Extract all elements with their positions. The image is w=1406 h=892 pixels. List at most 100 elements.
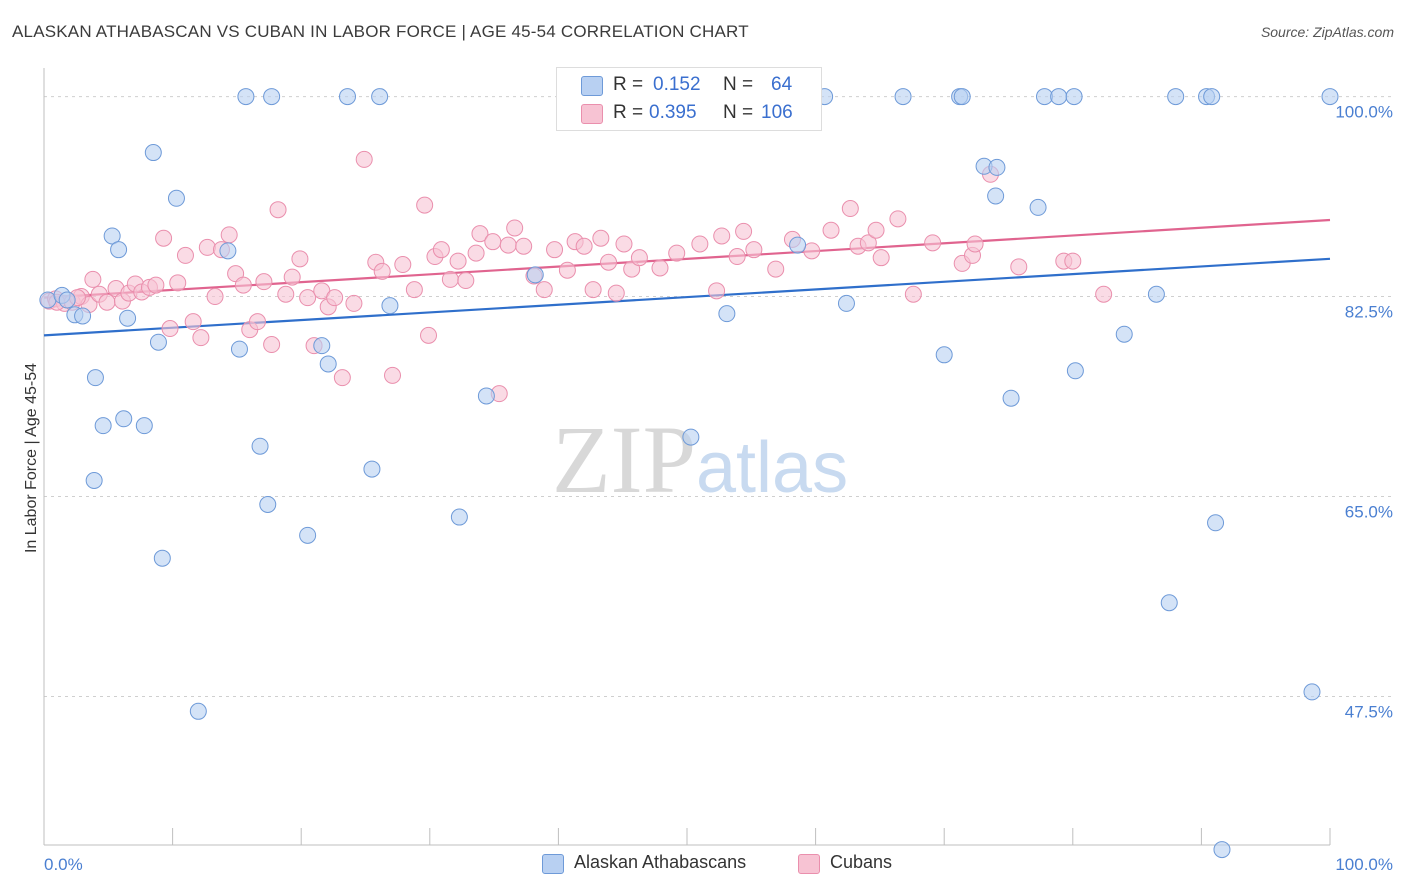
cubans-point bbox=[484, 233, 502, 251]
alaskan-athabascans-point bbox=[718, 305, 736, 323]
cubans-point bbox=[630, 249, 648, 267]
cubans-point bbox=[467, 244, 485, 262]
cubans-points bbox=[40, 150, 1113, 403]
axes bbox=[43, 68, 1330, 846]
cubans-point bbox=[277, 285, 295, 303]
cubans-point bbox=[499, 236, 517, 254]
alaskan-athabascans-point bbox=[987, 187, 1005, 205]
alaskan-athabascans-point bbox=[1147, 285, 1165, 303]
alaskan-athabascans-point bbox=[1207, 514, 1225, 532]
cubans-point bbox=[735, 222, 753, 240]
cubans-point bbox=[615, 235, 633, 253]
alaskan-athabascans-point bbox=[110, 241, 128, 259]
cubans-point bbox=[405, 281, 423, 299]
cubans-point bbox=[184, 313, 202, 331]
x-tick-label-min: 0.0% bbox=[44, 855, 83, 874]
alaskan-athabascans-point bbox=[1213, 841, 1231, 859]
cubans-point bbox=[333, 369, 351, 387]
alaskan-athabascans-point bbox=[259, 495, 277, 513]
y-axis-tick-labels: 100.0% 82.5% 65.0% 47.5% bbox=[1335, 103, 1393, 722]
y-tick-label: 65.0% bbox=[1345, 502, 1393, 521]
cubans-point bbox=[471, 225, 489, 243]
cubans-point bbox=[263, 336, 281, 354]
cubans-point bbox=[966, 235, 984, 253]
cubans-point bbox=[98, 293, 116, 311]
cubans-point bbox=[384, 366, 402, 384]
correlation-legend: R = 0.152 N = 64 R = 0.395 N = 106 bbox=[556, 67, 822, 131]
alaskan-athabascans-point bbox=[1050, 88, 1068, 106]
alaskan-athabascans-point bbox=[119, 309, 137, 327]
legend-n-label: N = bbox=[723, 74, 754, 95]
cubans-point bbox=[291, 250, 309, 268]
cubans-point bbox=[169, 274, 187, 292]
legend-n-value: 106 bbox=[761, 102, 793, 123]
alaskan-athabascans-point bbox=[94, 417, 112, 435]
cubans-point bbox=[155, 229, 173, 247]
alaskan-athabascans-point bbox=[103, 227, 121, 245]
y-tick-label: 100.0% bbox=[1335, 103, 1393, 122]
cubans-point bbox=[176, 246, 194, 264]
alaskan-athabascans-point bbox=[167, 189, 185, 207]
cubans-point bbox=[345, 294, 363, 312]
cubans-point bbox=[867, 221, 885, 239]
legend-swatch-blue bbox=[581, 76, 603, 96]
legend-r-label: R = bbox=[613, 102, 644, 123]
alaskan-athabascans-point bbox=[1321, 88, 1339, 106]
alaskan-athabascans-point bbox=[477, 387, 495, 405]
cubans-point bbox=[299, 289, 317, 307]
cubans-point bbox=[859, 234, 877, 252]
alaskan-athabascans-point bbox=[1002, 389, 1020, 407]
cubans-point bbox=[584, 281, 602, 299]
cubans-point bbox=[192, 329, 210, 347]
cubans-point bbox=[841, 200, 859, 218]
alaskan-athabascans-point bbox=[338, 88, 356, 106]
cubans-point bbox=[713, 227, 731, 245]
alaskan-athabascans-point bbox=[1303, 683, 1321, 701]
alaskan-athabascans-point bbox=[313, 337, 331, 355]
y-axis-label: In Labor Force | Age 45-54 bbox=[23, 363, 40, 553]
cubans-point bbox=[457, 272, 475, 290]
alaskan-athabascans-point bbox=[1203, 88, 1221, 106]
cubans-point bbox=[255, 273, 273, 291]
cubans-point bbox=[420, 326, 438, 344]
alaskan-athabascans-point bbox=[219, 242, 237, 260]
alaskan-athabascans-point bbox=[1036, 88, 1054, 106]
watermark-zip: ZIP bbox=[552, 406, 696, 513]
cubans-point bbox=[234, 276, 252, 294]
y-tick-label: 82.5% bbox=[1345, 303, 1393, 322]
alaskan-athabascans-point bbox=[86, 369, 104, 387]
alaskan-athabascans-point bbox=[263, 88, 281, 106]
alaskan-athabascans-point bbox=[371, 88, 389, 106]
cubans-point bbox=[441, 270, 459, 288]
chart-title: ALASKAN ATHABASCAN VS CUBAN IN LABOR FOR… bbox=[12, 22, 749, 41]
alaskan-athabascans-point bbox=[1066, 362, 1084, 380]
alaskan-athabascans-point bbox=[58, 291, 76, 309]
alaskan-athabascans-point bbox=[381, 297, 399, 315]
cubans-point bbox=[924, 234, 942, 252]
alaskan-athabascans-point bbox=[85, 471, 103, 489]
alaskan-athabascans-point bbox=[789, 236, 807, 254]
cubans-point bbox=[872, 249, 890, 267]
cubans-point bbox=[84, 270, 102, 288]
alaskan-athabascans-point bbox=[74, 307, 92, 325]
alaskan-athabascans-point bbox=[450, 508, 468, 526]
cubans-point bbox=[535, 281, 553, 299]
cubans-point bbox=[1095, 285, 1113, 303]
cubans-point bbox=[668, 244, 686, 262]
watermark-atlas: atlas bbox=[696, 428, 849, 508]
alaskan-athabascans-point bbox=[299, 526, 317, 544]
cubans-point bbox=[248, 313, 266, 331]
legend-n-value: 64 bbox=[771, 74, 793, 95]
cubans-point bbox=[607, 284, 625, 302]
cubans-point bbox=[220, 226, 238, 244]
cubans-point bbox=[283, 268, 301, 286]
alaskan-athabascans-point bbox=[1160, 594, 1178, 612]
alaskan-athabascans-point bbox=[988, 158, 1006, 176]
cubans-point bbox=[889, 210, 907, 228]
cubans-point bbox=[147, 276, 165, 294]
legend-r-label: R = bbox=[613, 74, 644, 95]
x-axis-ticks bbox=[43, 828, 1331, 845]
alaskan-athabascans-point bbox=[189, 702, 207, 720]
alaskan-athabascans-point bbox=[230, 340, 248, 358]
bottom-legend-swatch-blue bbox=[542, 854, 564, 874]
